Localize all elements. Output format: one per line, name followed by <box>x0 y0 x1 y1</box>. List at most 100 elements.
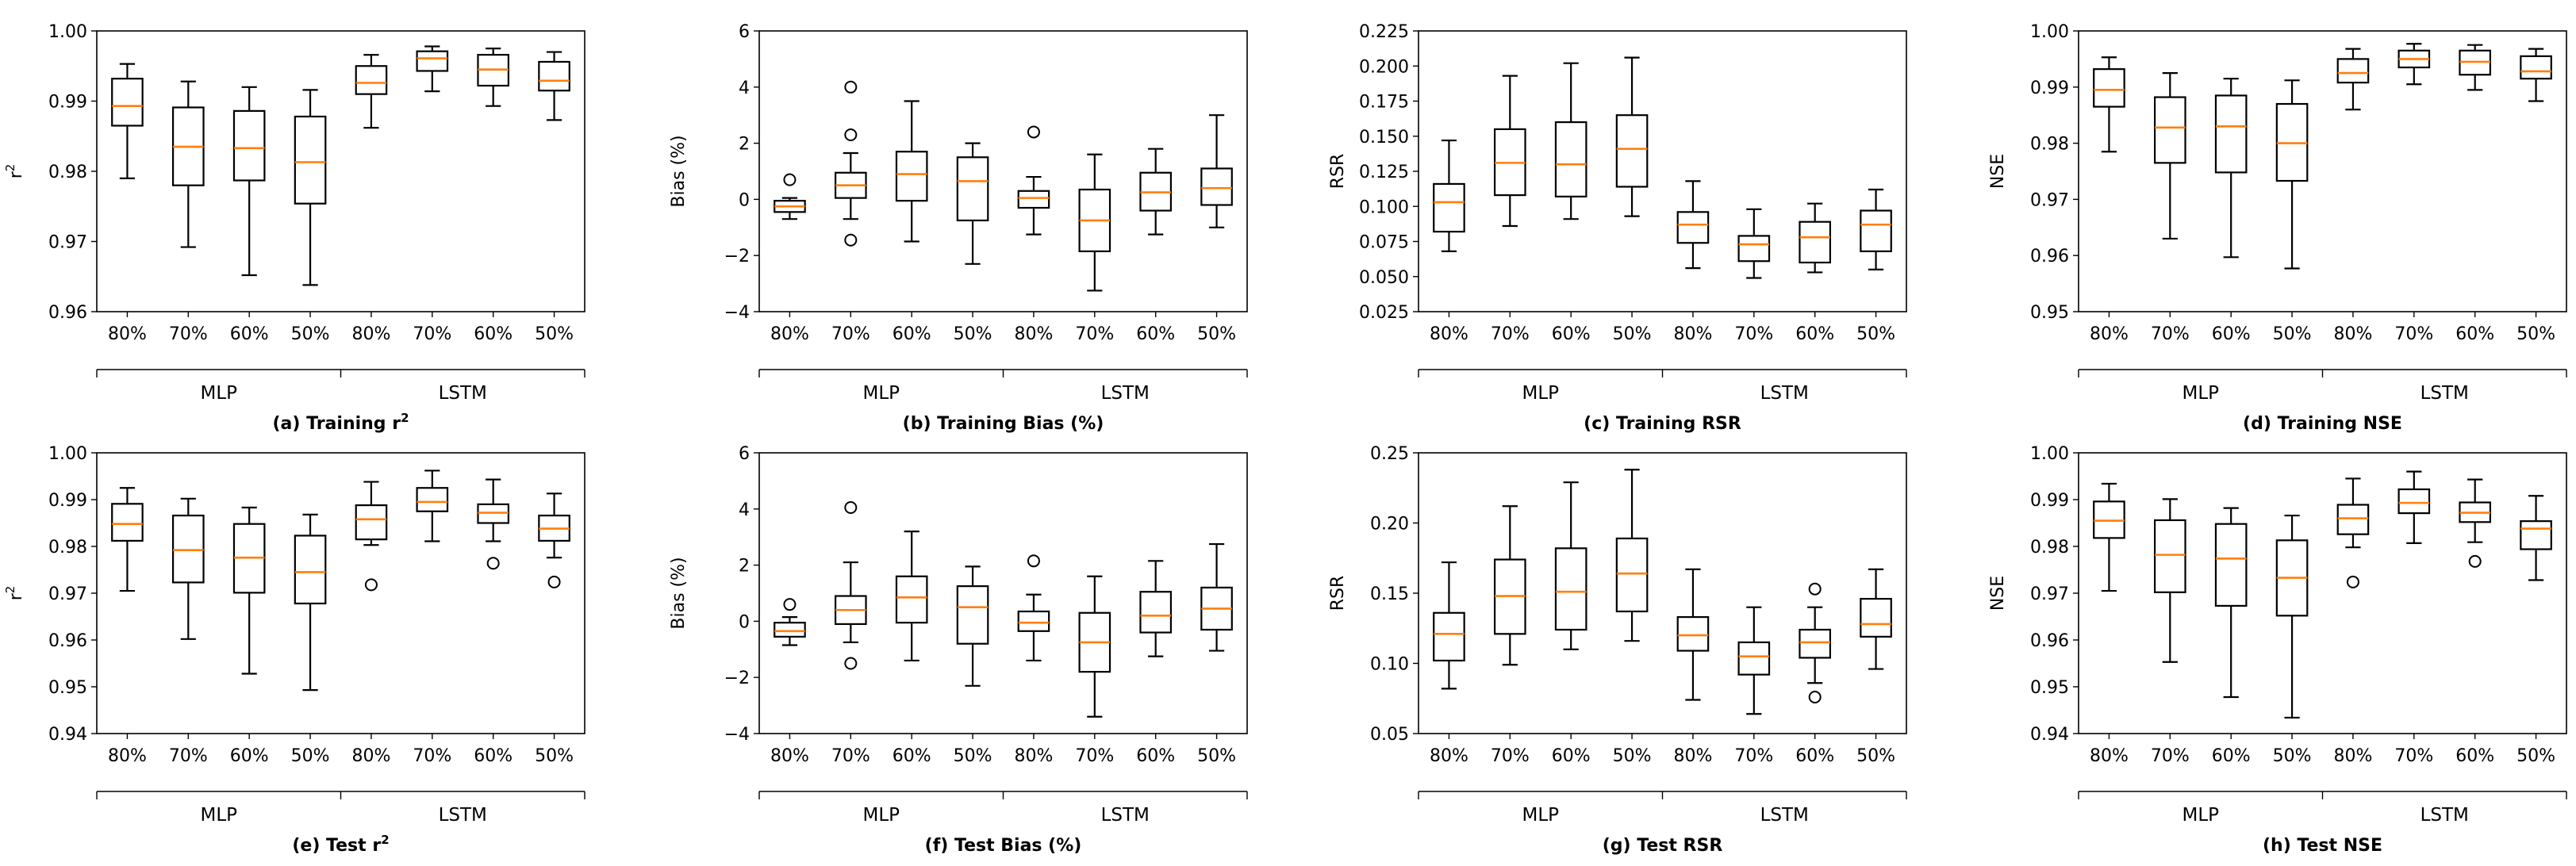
box-60pct-mlp <box>1554 62 1587 220</box>
x-tick-label: 70% <box>831 746 870 766</box>
panel-caption: (h) Test NSE <box>2263 836 2382 856</box>
y-tick-label: 0.99 <box>48 93 87 113</box>
panel-caption: (e) Test r2 <box>292 833 389 856</box>
y-tick-label: 0.94 <box>48 725 87 745</box>
x-tick-label: 70% <box>831 324 870 344</box>
x-tick-label: 50% <box>535 746 574 766</box>
y-tick-label: 6 <box>739 22 750 42</box>
box-iqr <box>2397 488 2431 515</box>
box-50pct-lstm <box>538 51 570 121</box>
y-axis-label: r2 <box>3 586 26 601</box>
chart-panel-c: 0.025 0.050 0.075 0.100 0.125 0.150 0.175 0.200… <box>1328 22 1907 434</box>
box-iqr <box>2520 55 2552 80</box>
x-tick-label: 70% <box>2394 746 2433 766</box>
y-tick-label: 1.00 <box>2030 22 2069 42</box>
box-iqr <box>1737 235 1771 262</box>
box-50pct-mlp <box>956 565 989 687</box>
x-tick-label: 60% <box>474 324 513 344</box>
y-tick-label: 0.96 <box>48 631 87 651</box>
box-80pct-lstm <box>2336 477 2370 588</box>
box-iqr <box>2093 68 2125 108</box>
x-tick-label: 80% <box>2333 324 2372 344</box>
panel-caption: (b) Training Bias (%) <box>903 414 1104 434</box>
x-tick-label: 50% <box>291 746 330 766</box>
box-80pct-lstm <box>1017 125 1050 236</box>
box-60pct-mlp <box>2214 507 2248 699</box>
y-tick-label: 0.20 <box>1370 515 1409 535</box>
box-iqr <box>1860 597 1892 638</box>
box-70pct-mlp <box>834 80 867 247</box>
x-tick-label: 80% <box>2090 324 2129 344</box>
y-tick-label: 1.00 <box>48 444 87 464</box>
y-axis-label: NSE <box>1988 576 2008 611</box>
y-tick-label: −4 <box>724 725 750 745</box>
y-axis-label-text: Bias (%) <box>669 557 689 629</box>
y-tick-label: 0.97 <box>2030 584 2069 604</box>
chart-panel-d: 0.95 0.96 0.97 0.98 0.99 1.00 NSE 80% 70% 60% 50% 8… <box>1988 22 2567 434</box>
y-tick-label: 6 <box>739 444 750 464</box>
y-tick-label: 0.97 <box>2030 190 2069 210</box>
x-tick-label: 50% <box>2273 324 2312 344</box>
box-iqr <box>416 487 449 512</box>
box-60pct-mlp <box>232 506 266 675</box>
group-label-lstm: LSTM <box>2421 383 2469 404</box>
y-tick-label: 4 <box>739 79 750 98</box>
box-iqr <box>895 151 928 202</box>
box-iqr <box>111 78 144 127</box>
x-tick-label: 70% <box>1491 746 1530 766</box>
plot-frame <box>2078 30 2567 312</box>
y-tick-label: 0.10 <box>1370 655 1409 675</box>
group-label-mlp: MLP <box>1522 805 1559 826</box>
group-label-lstm: LSTM <box>2421 805 2469 826</box>
box-70pct-lstm <box>416 469 449 542</box>
y-tick-label: 0.95 <box>2030 678 2069 698</box>
box-iqr <box>355 65 388 95</box>
y-tick-label: 2 <box>739 557 750 577</box>
panel-caption-text: (f) Test Bias (%) <box>925 836 1082 856</box>
box-50pct-mlp <box>956 142 989 265</box>
x-tick-label: 70% <box>413 324 451 344</box>
x-tick-label: 60% <box>474 746 513 766</box>
box-50pct-lstm <box>2520 48 2552 102</box>
box-70pct-mlp <box>2153 71 2186 240</box>
panel-caption-text: (h) Test NSE <box>2263 836 2382 856</box>
box-60pct-mlp <box>895 100 928 243</box>
chart-panel-b: −4 −2 0 2 4 6 Bias (%) 80% 70% 60% 50% 80% 70% 60% 50%… <box>669 22 1248 434</box>
x-tick-label: 70% <box>2394 324 2433 344</box>
y-tick-label: 0.96 <box>2030 247 2069 266</box>
outlier-point <box>783 598 797 611</box>
box-60pct-lstm <box>2459 44 2492 91</box>
box-iqr <box>2153 96 2186 164</box>
outlier-point <box>844 233 858 247</box>
box-iqr <box>2153 519 2186 593</box>
chart-panel-f: −4 −2 0 2 4 6 Bias (%) 80% 70% 60% 50% 80% 70% 60% 50%… <box>669 444 1248 856</box>
x-tick-label: 60% <box>1795 324 1834 344</box>
box-50pct-lstm <box>1200 114 1233 228</box>
box-70pct-lstm <box>416 45 449 93</box>
group-label-mlp: MLP <box>862 805 900 826</box>
y-tick-label: 2 <box>739 135 750 155</box>
x-tick-label: 50% <box>291 324 330 344</box>
panel-caption-sup: 2 <box>381 833 389 847</box>
box-70pct-mlp <box>2153 498 2186 663</box>
group-label-lstm: LSTM <box>439 805 487 826</box>
x-tick-label: 70% <box>169 324 208 344</box>
x-tick-label: 70% <box>1075 746 1114 766</box>
x-tick-label: 60% <box>2455 746 2494 766</box>
box-70pct-mlp <box>1493 75 1526 228</box>
x-tick-label: 70% <box>1734 324 1773 344</box>
y-tick-label: −2 <box>724 247 750 266</box>
y-tick-label: 0.97 <box>48 233 87 253</box>
outlier-point <box>783 173 797 186</box>
box-80pct-lstm <box>355 53 388 129</box>
box-80pct-mlp <box>2093 482 2125 592</box>
box-iqr <box>1737 641 1771 676</box>
box-iqr <box>1017 190 1050 209</box>
box-iqr <box>1615 537 1649 613</box>
box-80pct-lstm <box>2336 48 2370 111</box>
x-tick-label: 50% <box>2516 324 2555 344</box>
box-60pct-lstm <box>2459 478 2492 568</box>
outlier-point <box>486 557 500 570</box>
